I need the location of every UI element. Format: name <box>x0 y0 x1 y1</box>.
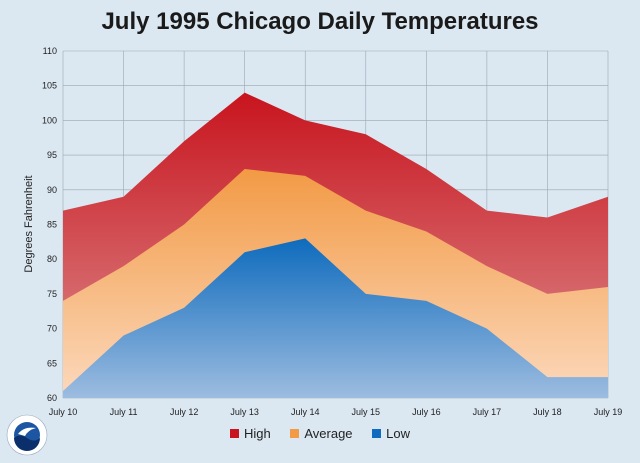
legend-swatch-high <box>229 429 239 438</box>
legend-item-low: Low <box>372 426 410 441</box>
y-tick-label: 100 <box>42 115 57 125</box>
x-tick-label: July 17 <box>473 407 502 417</box>
x-tick-label: July 16 <box>412 407 441 417</box>
x-tick-label: July 11 <box>110 407 138 417</box>
y-tick-label: 110 <box>43 46 57 56</box>
x-tick-label: July 18 <box>533 407 562 417</box>
legend-item-high: High <box>229 426 271 441</box>
x-tick-label: July 14 <box>291 407 320 417</box>
legend-swatch-average <box>290 429 300 438</box>
legend-item-average: Average <box>290 426 353 441</box>
y-axis-label: Degrees Fahrenheit <box>23 175 35 272</box>
y-tick-label: 105 <box>42 81 57 91</box>
x-tick-label: July 13 <box>230 407 259 417</box>
series-layer <box>63 92 608 398</box>
legend-label-high: High <box>243 426 271 441</box>
y-tick-label: 80 <box>47 254 57 264</box>
y-tick-label: 65 <box>47 358 57 368</box>
axes: 60 65 70 75 80 85 90 95 100 105 110 July 10 July 11 J… <box>42 46 622 417</box>
noaa-logo-icon <box>6 414 48 456</box>
x-tick-label: July 10 <box>49 407 78 417</box>
legend-label-average: Average <box>304 426 353 441</box>
y-tick-label: 75 <box>47 289 57 299</box>
area-low <box>63 238 608 398</box>
x-tick-label: July 15 <box>352 407 381 417</box>
y-tick-label: 85 <box>47 220 57 230</box>
legend: High Average Low <box>0 426 640 441</box>
x-tick-label: July 19 <box>594 407 623 417</box>
legend-label-low: Low <box>386 426 411 441</box>
y-tick-label: 70 <box>47 324 57 334</box>
y-tick-label: 95 <box>47 150 57 160</box>
chart-title: July 1995 Chicago Daily Temperatures <box>101 8 539 35</box>
y-tick-label: 90 <box>47 185 57 195</box>
legend-swatch-low <box>372 429 382 438</box>
y-tick-label: 60 <box>47 393 57 403</box>
x-tick-label: July 12 <box>170 407 199 417</box>
